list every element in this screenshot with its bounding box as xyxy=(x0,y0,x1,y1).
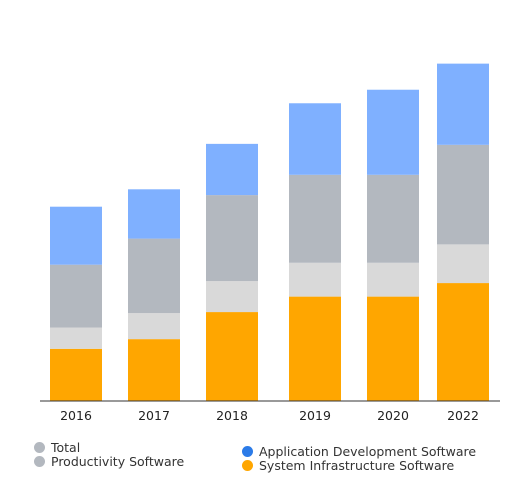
bars-group xyxy=(50,63,489,401)
legend-item-system-infrastructure-software: System Infrastructure Software xyxy=(242,457,476,473)
bar-total-2020 xyxy=(367,262,419,297)
bar-application-development-software-2018 xyxy=(206,143,258,196)
bar-total-2022 xyxy=(437,244,489,284)
x-tick-labels: 2016 2017 2018 2019 2020 2022 xyxy=(60,408,479,423)
legend-item-application-development-software: Application Development Software xyxy=(242,443,477,459)
x-tick-label-2017: 2017 xyxy=(138,408,170,423)
legend-dot-total xyxy=(34,441,45,453)
legend-label-total: Total xyxy=(51,439,81,455)
bar-total-2019 xyxy=(289,262,341,297)
bar-productivity-software-2016 xyxy=(50,264,102,328)
x-tick-label-2016: 2016 xyxy=(60,408,92,423)
bar-application-development-software-2017 xyxy=(128,189,180,239)
bar-application-development-software-2016 xyxy=(50,206,102,265)
x-tick-label-2019: 2019 xyxy=(299,408,331,423)
x-tick-label-2020: 2020 xyxy=(377,408,409,423)
legend-dot-application-development-software xyxy=(242,445,253,457)
bar-productivity-software-2020 xyxy=(367,174,419,263)
legend-item-total: Total xyxy=(34,439,184,455)
bar-productivity-software-2019 xyxy=(289,174,341,263)
bar-system-infrastructure-software-2016 xyxy=(50,348,102,401)
legend-label-system-infrastructure-software: System Infrastructure Software xyxy=(259,457,455,473)
bar-application-development-software-2020 xyxy=(367,89,419,175)
bar-productivity-software-2022 xyxy=(437,144,489,245)
bar-application-development-software-2019 xyxy=(289,103,341,175)
bar-total-2017 xyxy=(128,313,180,340)
x-tick-label-2022: 2022 xyxy=(447,408,479,423)
legend-dot-system-infrastructure-software xyxy=(242,459,253,471)
x-tick-label-2018: 2018 xyxy=(216,408,248,423)
bar-application-development-software-2022 xyxy=(437,63,489,145)
legend-label-application-development-software: Application Development Software xyxy=(259,443,477,459)
bar-system-infrastructure-software-2017 xyxy=(128,339,180,401)
bar-productivity-software-2018 xyxy=(206,195,258,282)
legend-label-productivity-software: Productivity Software xyxy=(51,453,185,469)
bar-system-infrastructure-software-2022 xyxy=(437,283,489,401)
legend-right: Application Development Software System … xyxy=(242,443,477,473)
legend-item-productivity-software: Productivity Software xyxy=(34,453,185,469)
bar-total-2018 xyxy=(206,281,258,313)
bar-total-2016 xyxy=(50,327,102,349)
bar-system-infrastructure-software-2020 xyxy=(367,296,419,401)
bar-system-infrastructure-software-2019 xyxy=(289,296,341,401)
legend-left: Total Productivity Software xyxy=(34,439,185,469)
bar-productivity-software-2017 xyxy=(128,238,180,314)
legend-dot-productivity-software xyxy=(34,455,45,467)
bar-system-infrastructure-software-2018 xyxy=(206,312,258,401)
